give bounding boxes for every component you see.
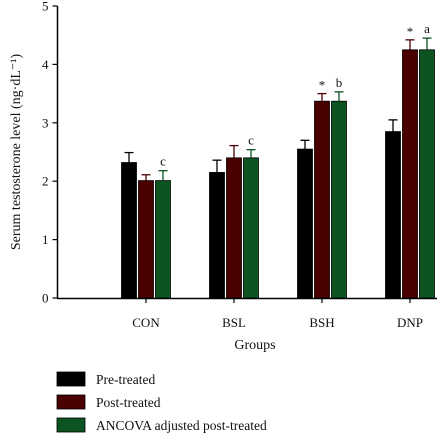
legend-swatch: [56, 371, 86, 387]
bars: [121, 49, 435, 299]
y-tick-label: 3: [42, 115, 49, 130]
bar: [385, 131, 401, 299]
significance-mark: a: [424, 21, 430, 36]
y-tick-label: 1: [42, 232, 49, 247]
bar: [138, 180, 154, 299]
significance-mark: c: [160, 154, 166, 169]
significance-annotations: c c * b * a: [160, 21, 430, 169]
bar: [297, 148, 313, 299]
x-tick-label: BSH: [309, 315, 334, 330]
bar: [155, 180, 171, 299]
legend-label: Post-treated: [96, 395, 161, 410]
y-tick-label: 0: [42, 291, 49, 306]
x-tick-label: BSL: [222, 315, 246, 330]
x-tick-label: DNP: [397, 315, 423, 330]
y-axis-title: Serum testosterone level (ng·dL⁻¹): [9, 54, 24, 251]
significance-mark: c: [248, 133, 254, 148]
legend-swatch: [56, 417, 86, 433]
bar: [209, 172, 225, 299]
y-tick-label: 5: [42, 0, 49, 14]
legend-label: Pre-treated: [96, 372, 155, 387]
legend-swatch: [56, 394, 86, 410]
bar: [121, 162, 137, 299]
bar: [331, 100, 347, 299]
significance-mark: b: [336, 75, 343, 90]
error-bars: [124, 37, 432, 181]
y-axis: 0 1 2 3 4 5 Serum testosterone level (ng·dL⁻¹…: [9, 0, 59, 306]
bar: [419, 49, 435, 299]
x-ticks: CON BSL BSH DNP: [132, 298, 423, 330]
significance-mark: *: [407, 24, 414, 39]
y-tick-label: 2: [42, 174, 49, 189]
y-tick-label: 4: [42, 57, 49, 72]
significance-mark: *: [319, 78, 326, 93]
bar: [243, 157, 259, 299]
x-axis: CON BSL BSH DNP Groups: [57, 297, 437, 353]
y-ticks: 0 1 2 3 4 5: [42, 0, 58, 306]
legend-label: ANCOVA adjusted post-treated: [96, 418, 267, 433]
x-tick-label: CON: [132, 315, 160, 330]
bar: [314, 100, 330, 299]
legend: Pre-treated Post-treated ANCOVA adjusted p…: [56, 371, 267, 433]
x-axis-title: Groups: [234, 338, 275, 353]
bar: [226, 157, 242, 299]
bar: [402, 49, 418, 299]
